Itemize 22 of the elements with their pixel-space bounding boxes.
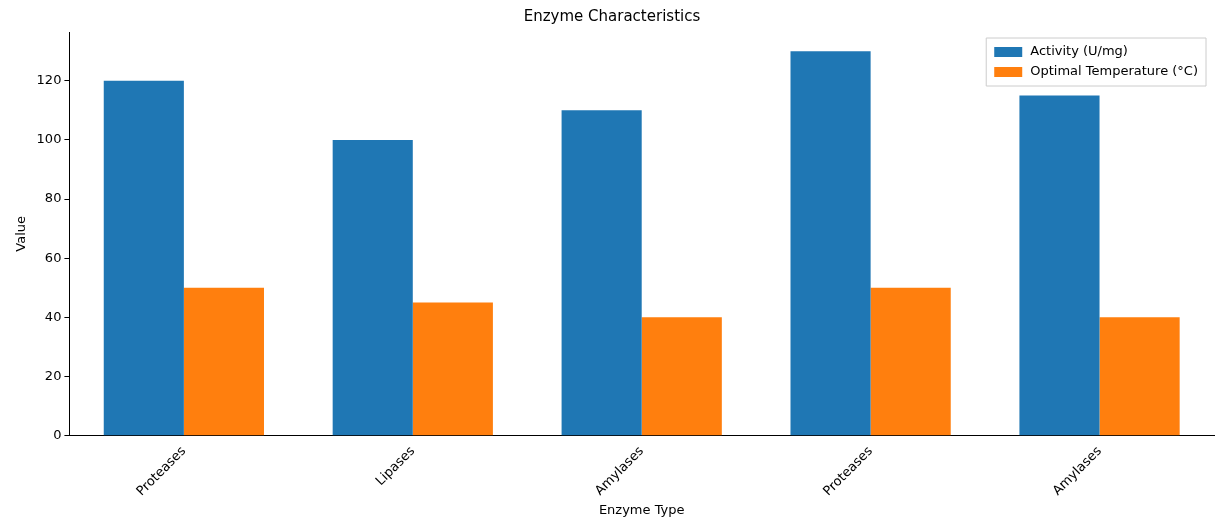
bar bbox=[412, 302, 493, 436]
bar bbox=[332, 139, 413, 436]
y-tick-label: 20 bbox=[44, 367, 62, 383]
y-tick-label: 100 bbox=[36, 131, 62, 147]
y-axis-title: Value bbox=[13, 215, 29, 252]
bar bbox=[790, 51, 871, 436]
bar bbox=[1099, 317, 1180, 436]
bar bbox=[641, 317, 722, 436]
y-tick-label: 120 bbox=[36, 72, 62, 88]
bar bbox=[1019, 95, 1100, 436]
bar bbox=[183, 287, 264, 436]
y-tick-label: 40 bbox=[44, 308, 62, 324]
x-axis-title: Enzyme Type bbox=[598, 501, 685, 517]
y-tick-label: 80 bbox=[44, 190, 62, 206]
legend-label: Activity (U/mg) bbox=[1030, 43, 1128, 59]
y-tick-label: 60 bbox=[44, 249, 62, 265]
bar bbox=[103, 80, 184, 436]
bar bbox=[561, 110, 642, 436]
chart-title: Enzyme Characteristics bbox=[523, 6, 701, 25]
y-tick-label: 0 bbox=[53, 427, 62, 443]
legend-label: Optimal Temperature (°C) bbox=[1030, 63, 1199, 79]
bar bbox=[870, 287, 951, 436]
